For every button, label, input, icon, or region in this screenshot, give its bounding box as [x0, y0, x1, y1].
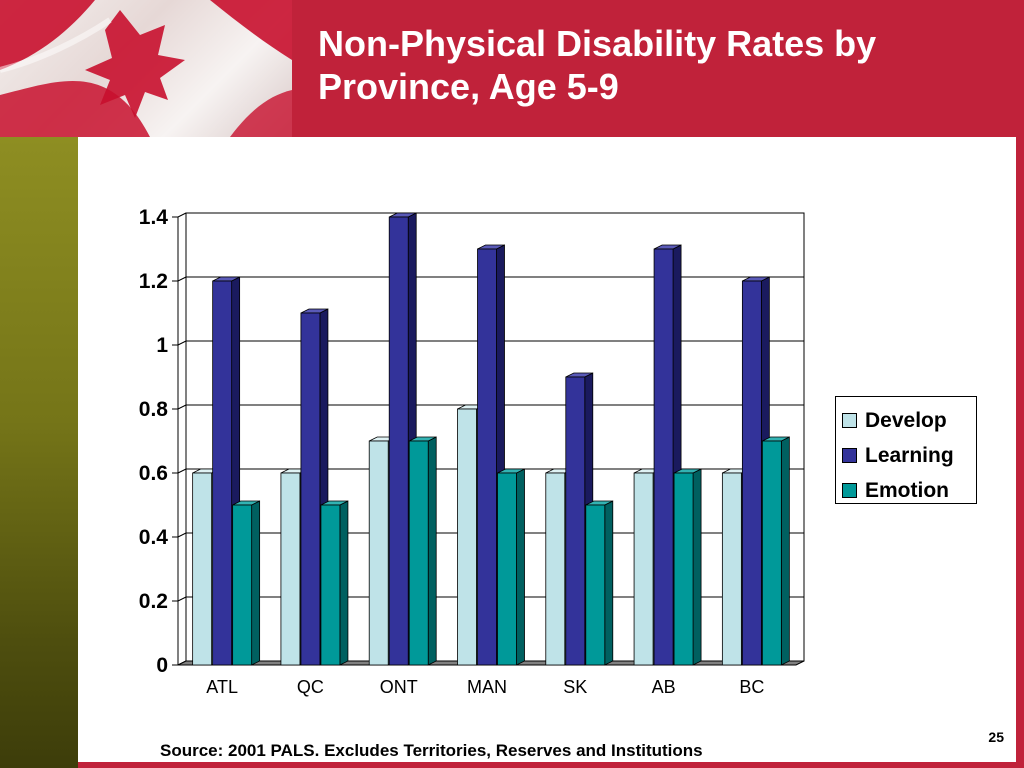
bar-develop-ab: [633, 472, 654, 666]
gridline-depth: [177, 276, 187, 282]
y-tick-label: 1: [156, 334, 168, 357]
bar-side-emotion: [427, 436, 437, 666]
page-number: 25: [988, 729, 1004, 745]
bar-develop-sk: [545, 472, 566, 666]
bar-emotion-ont: [408, 440, 429, 666]
gridline-depth: [177, 596, 187, 602]
source-note: Source: 2001 PALS. Excludes Territories,…: [160, 741, 703, 760]
y-tick-label: 0.2: [139, 590, 168, 613]
x-tick-label: ATL: [206, 677, 238, 697]
bar-learning-atl: [212, 280, 233, 666]
legend-label-develop: Develop: [865, 408, 947, 432]
bar-side-emotion: [251, 500, 261, 666]
chart-legend: Develop Learning Emotion: [835, 396, 977, 504]
legend-swatch-emotion: [842, 483, 857, 498]
x-tick-label: MAN: [467, 677, 507, 697]
gridline-depth: [177, 404, 187, 410]
bar-learning-bc: [741, 280, 762, 666]
bar-develop-ont: [368, 440, 389, 666]
y-tick-label: 0.8: [139, 398, 169, 421]
y-tick-label: 1.4: [139, 206, 169, 229]
slide-title: Non-Physical Disability Rates by Provinc…: [318, 23, 877, 107]
bar-learning-qc: [300, 312, 321, 666]
bar-learning-ab: [653, 248, 674, 666]
gridline-depth: [177, 468, 187, 474]
legend-label-learning: Learning: [865, 443, 954, 467]
x-tick-label: BC: [739, 677, 764, 697]
legend-swatch-develop: [842, 413, 857, 428]
y-tick-label: 0.6: [139, 462, 168, 485]
bar-develop-bc: [721, 472, 742, 666]
bar-side-emotion: [339, 500, 349, 666]
x-tick-label: QC: [297, 677, 324, 697]
bar-side-emotion: [692, 468, 702, 666]
bar-develop-man: [457, 408, 477, 666]
legend-item-learning: Learning: [842, 438, 976, 473]
bar-develop-atl: [192, 472, 213, 666]
bar-side-emotion: [604, 500, 614, 666]
gridline-depth: [177, 532, 187, 538]
bar-side-emotion: [516, 468, 525, 666]
right-frame-border: [1016, 137, 1024, 768]
maple-leaf-flag-icon: [0, 0, 292, 137]
bar-emotion-qc: [320, 504, 341, 666]
bar-emotion-bc: [761, 440, 782, 666]
bar-learning-man: [477, 248, 497, 666]
legend-item-emotion: Emotion: [842, 473, 976, 508]
legend-item-develop: Develop: [842, 403, 976, 438]
bar-emotion-sk: [585, 504, 606, 666]
gridline-depth: [177, 212, 187, 218]
y-tick-label: 0.4: [139, 526, 169, 549]
gridline-depth: [177, 340, 187, 346]
left-decorative-bar: [0, 137, 78, 768]
bottom-frame-border: [78, 762, 1024, 768]
legend-label-emotion: Emotion: [865, 478, 949, 502]
bar-emotion-atl: [232, 504, 253, 666]
x-tick-label: SK: [563, 677, 587, 697]
title-banner: Non-Physical Disability Rates by Provinc…: [0, 0, 1024, 137]
canada-flag-image: [0, 0, 292, 137]
y-tick-label: 1.2: [139, 270, 168, 293]
bar-emotion-ab: [673, 472, 694, 666]
bar-develop-qc: [280, 472, 301, 666]
bar-learning-ont: [388, 216, 409, 666]
legend-swatch-learning: [842, 448, 857, 463]
bar-emotion-man: [497, 472, 517, 666]
x-tick-label: AB: [652, 677, 676, 697]
bar-side-emotion: [780, 436, 790, 666]
x-tick-label: ONT: [380, 677, 418, 697]
bar-learning-sk: [565, 376, 586, 666]
y-tick-label: 0: [156, 654, 168, 677]
